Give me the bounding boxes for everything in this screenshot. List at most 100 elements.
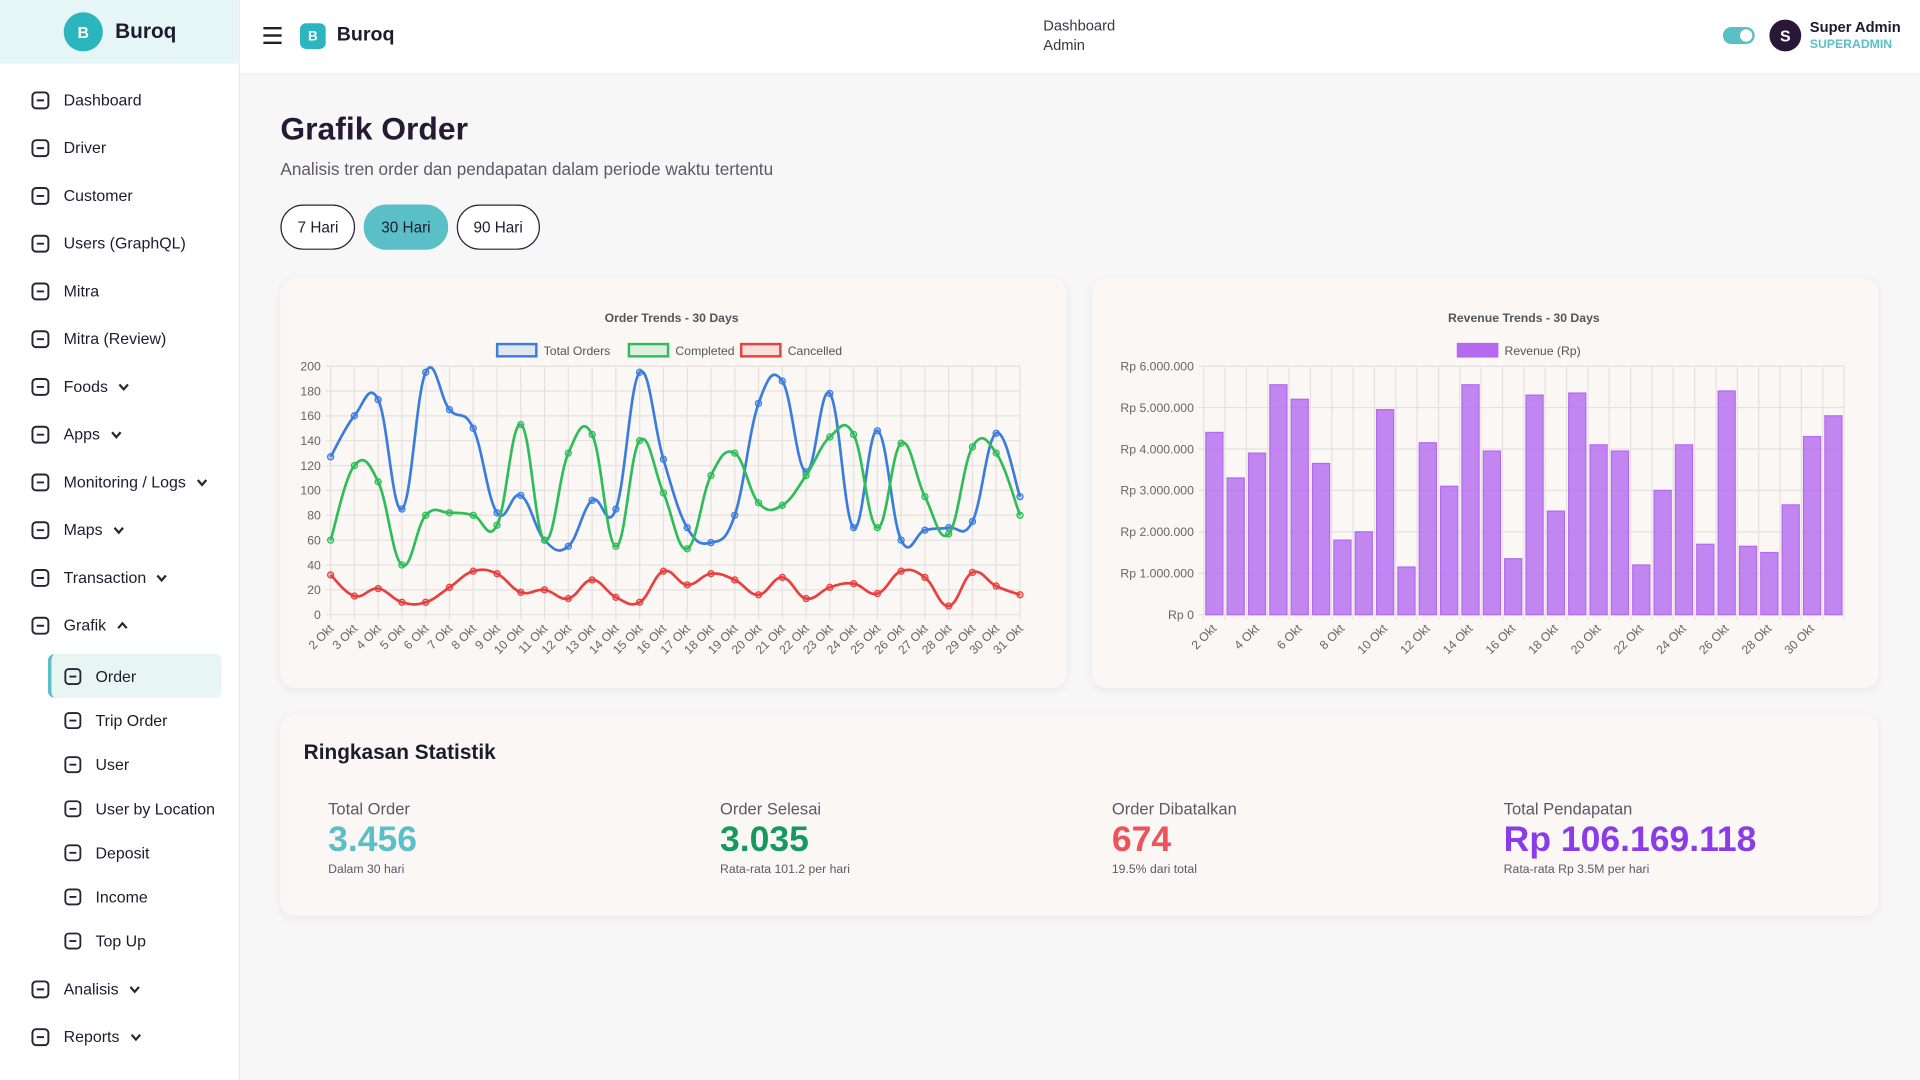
data-point [422, 511, 430, 519]
chevron-shape [118, 383, 129, 391]
y-tick-label: Rp 2.000.000 [1120, 525, 1194, 539]
submenu-item[interactable]: User [48, 742, 222, 786]
submenu-item[interactable]: Income [48, 874, 222, 918]
stat-label: Total Pendapatan [1503, 799, 1633, 818]
data-point [945, 530, 953, 538]
data-point [921, 526, 929, 534]
bar [1546, 510, 1566, 616]
theme-toggle[interactable] [1722, 26, 1755, 45]
icon-shape [31, 568, 50, 587]
y-tick-label: 80 [307, 509, 321, 523]
menu-icon [31, 472, 50, 491]
data-point [778, 377, 786, 385]
submenu-label: Top Up [95, 931, 146, 950]
x-tick-label: 20 Okt [1568, 621, 1604, 657]
user-name: Super Admin [1809, 18, 1901, 36]
stat-label: Order Selesai [720, 799, 822, 818]
range-buttons: 7 Hari 30 Hari 90 Hari [280, 204, 540, 250]
bar [1653, 489, 1672, 616]
menu-icon [31, 90, 50, 109]
menu-label: Foods [63, 377, 108, 396]
menu-icon [31, 520, 50, 539]
data-point [992, 429, 1000, 437]
data-point [778, 573, 786, 582]
range-button[interactable]: 90 Hari [456, 204, 540, 250]
icon-shape [64, 887, 82, 905]
submenu-item[interactable]: Order [47, 653, 222, 698]
submenu-item[interactable]: Deposit [48, 830, 222, 874]
avatar[interactable]: S [1769, 19, 1802, 52]
menu-label: Customer [63, 186, 133, 205]
chevron [116, 620, 128, 629]
menu-item[interactable]: Apps [0, 410, 239, 458]
x-tick-label: 5 Okt [377, 621, 408, 652]
menu-item[interactable]: Mitra [0, 267, 239, 315]
data-point [374, 478, 382, 486]
data-point [873, 524, 882, 532]
chart-title: Order Trends - 30 Days [605, 311, 739, 325]
data-point [945, 602, 953, 610]
stats-title: Ringkasan Statistik [303, 740, 496, 765]
data-point [612, 505, 620, 513]
menu-item[interactable]: Monitoring / Logs [0, 458, 239, 506]
data-point [849, 579, 858, 588]
submenu-item[interactable]: User by Location [48, 786, 222, 830]
chevron [130, 1033, 141, 1041]
menu-label: Mitra (Review) [63, 329, 167, 348]
menu-icon [31, 234, 50, 253]
range-button[interactable]: 30 Hari [364, 204, 448, 250]
bar [1311, 462, 1331, 616]
chevron [113, 526, 124, 534]
breadcrumb-item[interactable]: Dashboard [1043, 17, 1116, 35]
data-point [445, 509, 454, 517]
menu-item[interactable]: Mitra (Review) [0, 315, 239, 363]
stat-label: Order Dibatalkan [1111, 799, 1237, 818]
menu-item[interactable]: Dashboard [0, 76, 239, 124]
data-point [422, 368, 430, 377]
menu-toggle[interactable] [263, 26, 283, 45]
data-point [778, 501, 786, 509]
menu-icon [64, 931, 82, 949]
menu-item[interactable]: Transaction [0, 553, 239, 601]
sidebar-logo: B Buroq [0, 0, 239, 64]
menu-icon [31, 568, 50, 587]
menu-item[interactable]: Foods [0, 362, 239, 410]
menu-item[interactable]: Reports [0, 1013, 239, 1061]
data-point [612, 593, 620, 601]
submenu-item[interactable]: Trip Order [48, 698, 222, 742]
chart-card: Order Trends - 30 Days Total Orders Comple… [280, 277, 1067, 689]
menu-item[interactable]: Driver [0, 124, 239, 172]
menu-item[interactable]: Users (GraphQL) [0, 219, 239, 267]
menu-item[interactable]: Customer [0, 171, 239, 219]
data-point [326, 571, 335, 579]
icon-shape [31, 425, 50, 444]
data-point [517, 420, 525, 429]
x-tick-label: 10 Okt [1355, 621, 1391, 657]
icon-shape [31, 472, 50, 491]
bar [1610, 450, 1630, 616]
data-point [612, 542, 620, 551]
data-point [564, 449, 573, 457]
data-point [493, 570, 501, 578]
submenu-item[interactable]: Top Up [48, 918, 222, 962]
chevron [110, 430, 122, 439]
range-button[interactable]: 7 Hari [280, 204, 356, 250]
page-title: Grafik Order [280, 110, 468, 147]
legend-label: Revenue (Rp) [1505, 344, 1581, 358]
data-point [754, 399, 763, 408]
y-tick-label: Rp 1.000.000 [1120, 567, 1194, 581]
menu-label: Apps [63, 424, 100, 444]
icon-shape [31, 377, 50, 396]
bar [1568, 392, 1587, 616]
data-point [564, 594, 573, 603]
menu-item[interactable]: Grafik [0, 601, 239, 649]
menu-item[interactable]: Analisis [0, 965, 239, 1013]
y-tick-label: 0 [314, 608, 321, 622]
data-point [707, 570, 715, 578]
stat-note: Rata-rata Rp 3.5M per hari [1503, 863, 1650, 877]
x-tick-label: 2 Okt [306, 621, 337, 652]
legend-swatch [627, 342, 670, 358]
series-line [329, 568, 1021, 608]
menu-item[interactable]: Maps [0, 506, 239, 554]
